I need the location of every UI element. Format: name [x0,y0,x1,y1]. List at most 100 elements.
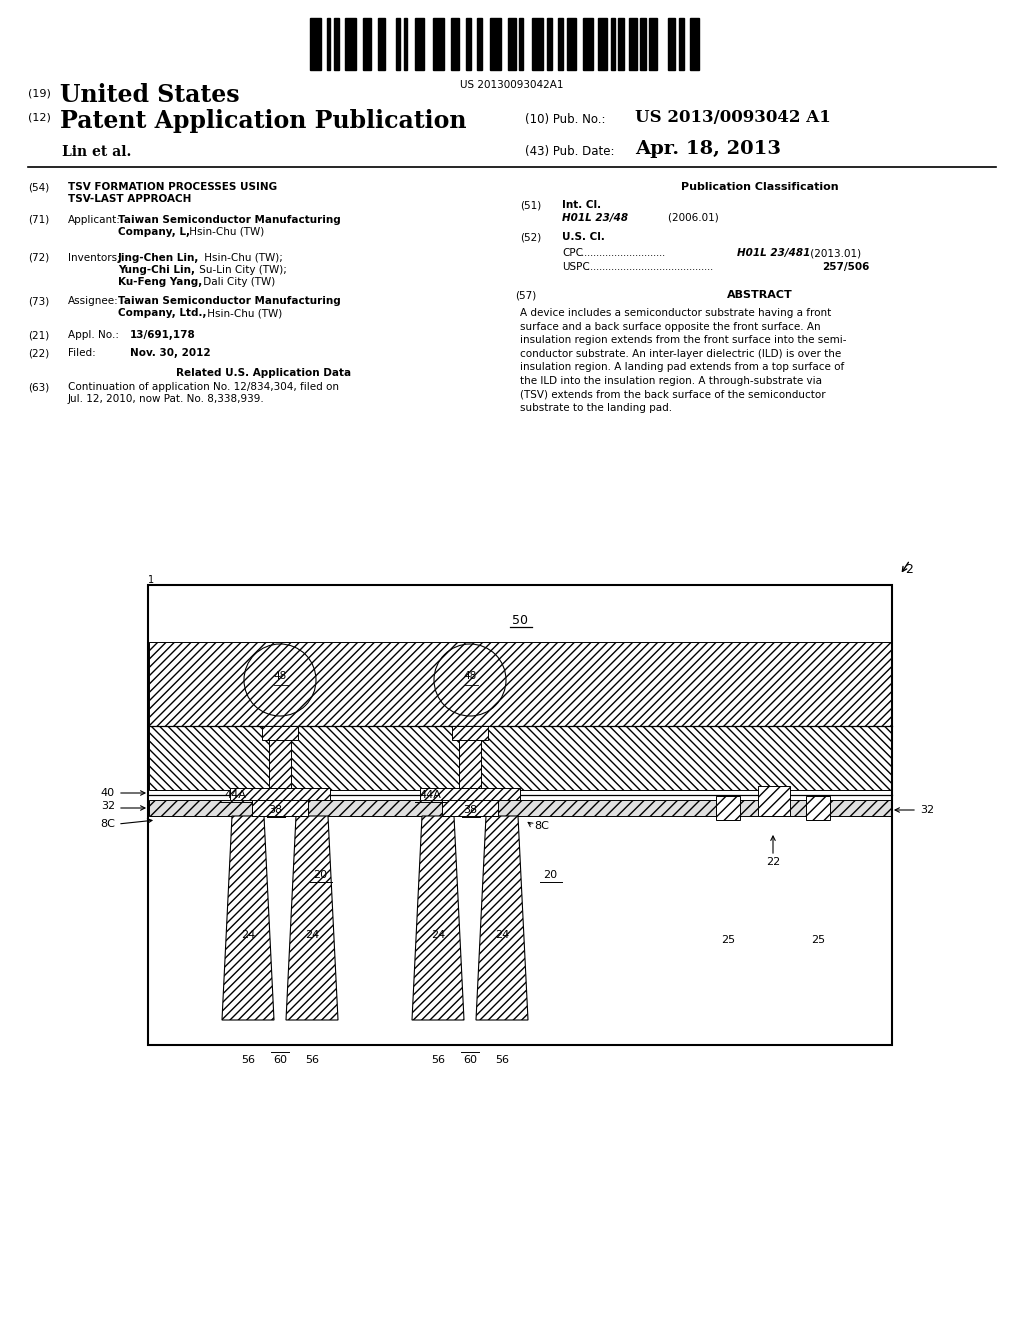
Bar [584,18,593,70]
Text: ............................: ............................ [578,248,666,257]
Bar [150,816,891,1044]
Bar [558,18,563,70]
Text: 25: 25 [811,935,825,945]
Text: 60: 60 [273,1055,287,1065]
Text: 20: 20 [313,870,327,880]
Text: Continuation of application No. 12/834,304, filed on: Continuation of application No. 12/834,3… [68,381,339,392]
Text: 24: 24 [495,931,509,940]
Bar [433,18,444,70]
Text: Assignee:: Assignee: [68,296,119,306]
Text: Ku-Feng Yang,: Ku-Feng Yang, [118,277,203,286]
Text: 32: 32 [920,805,934,814]
Text: Appl. No.:: Appl. No.: [68,330,119,341]
Bar [459,741,481,788]
Text: (52): (52) [520,232,542,242]
Bar [310,18,321,70]
Text: Nov. 30, 2012: Nov. 30, 2012 [130,348,211,358]
Bar [415,18,424,70]
Bar [649,18,656,70]
Bar [442,800,498,816]
Text: Int. Cl.: Int. Cl. [562,201,601,210]
Text: 60: 60 [463,1055,477,1065]
Text: Yung-Chi Lin,: Yung-Chi Lin, [118,265,195,275]
Text: 48: 48 [273,671,287,681]
Text: Lin et al.: Lin et al. [62,145,131,158]
Bar [630,18,637,70]
Text: Taiwan Semiconductor Manufacturing: Taiwan Semiconductor Manufacturing [118,215,341,224]
Text: US 2013/0093042 A1: US 2013/0093042 A1 [635,110,830,125]
Text: TSV-LAST APPROACH: TSV-LAST APPROACH [68,194,191,205]
Text: 25: 25 [721,935,735,945]
Text: 38: 38 [463,805,477,814]
Text: USPC: USPC [562,261,590,272]
Text: (10) Pub. No.:: (10) Pub. No.: [525,114,605,125]
Text: (12): (12) [28,114,51,123]
Polygon shape [476,816,528,1020]
Text: US 20130093042A1: US 20130093042A1 [460,81,564,90]
Text: Taiwan Semiconductor Manufacturing: Taiwan Semiconductor Manufacturing [118,296,341,306]
Bar [532,18,543,70]
Text: (21): (21) [28,330,49,341]
Bar [230,788,330,800]
Text: 40: 40 [101,788,115,799]
Text: U.S. Cl.: U.S. Cl. [562,232,605,242]
Bar [252,800,308,816]
Text: 24: 24 [431,931,445,940]
Text: Patent Application Publication: Patent Application Publication [60,110,467,133]
Text: Company, L,: Company, L, [118,227,190,238]
Bar [547,18,552,70]
Text: Apr. 18, 2013: Apr. 18, 2013 [635,140,781,158]
Text: 48: 48 [464,671,476,681]
Text: 50: 50 [512,614,528,627]
Text: (43) Pub. Date:: (43) Pub. Date: [525,145,614,158]
Bar [690,18,699,70]
Circle shape [434,644,506,715]
Text: TSV FORMATION PROCESSES USING: TSV FORMATION PROCESSES USING [68,182,278,191]
Text: Hsin-Chu (TW): Hsin-Chu (TW) [204,308,283,318]
Bar [477,18,482,70]
Text: Su-Lin City (TW);: Su-Lin City (TW); [196,265,287,275]
Text: (22): (22) [28,348,49,358]
Bar [668,18,675,70]
Text: Jul. 12, 2010, now Pat. No. 8,338,939.: Jul. 12, 2010, now Pat. No. 8,338,939. [68,393,265,404]
Text: (19): (19) [28,88,51,98]
Bar [452,726,488,741]
Polygon shape [222,816,274,1020]
Text: (2013.01): (2013.01) [807,248,861,257]
Polygon shape [412,816,464,1020]
Text: (71): (71) [28,215,49,224]
Text: 24: 24 [241,931,255,940]
Bar [618,18,624,70]
Text: 44A: 44A [224,789,246,800]
Text: H01L 23/48: H01L 23/48 [562,213,628,223]
Bar [567,18,577,70]
Text: (51): (51) [520,201,542,210]
Bar [806,796,830,820]
Text: ABSTRACT: ABSTRACT [727,290,793,300]
Text: 56: 56 [431,1055,445,1065]
Bar [150,726,891,789]
Bar [327,18,330,70]
Polygon shape [286,816,338,1020]
Text: 56: 56 [495,1055,509,1065]
Text: 22: 22 [766,857,780,867]
Bar [150,586,891,642]
Text: United States: United States [60,83,240,107]
Bar [150,642,891,726]
Circle shape [244,644,316,715]
Text: Filed:: Filed: [68,348,96,358]
Text: Hsin-Chu (TW): Hsin-Chu (TW) [186,227,264,238]
Text: (73): (73) [28,296,49,306]
Text: 13/691,178: 13/691,178 [130,330,196,341]
Text: 8C: 8C [100,818,115,829]
Text: 44A: 44A [419,789,441,800]
Text: 257/506: 257/506 [822,261,869,272]
Text: (57): (57) [515,290,537,300]
Text: CPC: CPC [562,248,583,257]
Bar [466,18,471,70]
Bar [598,18,607,70]
Text: H01L 23/481: H01L 23/481 [737,248,810,257]
Text: 56: 56 [241,1055,255,1065]
Bar [262,726,298,741]
Text: Applicant:: Applicant: [68,215,121,224]
